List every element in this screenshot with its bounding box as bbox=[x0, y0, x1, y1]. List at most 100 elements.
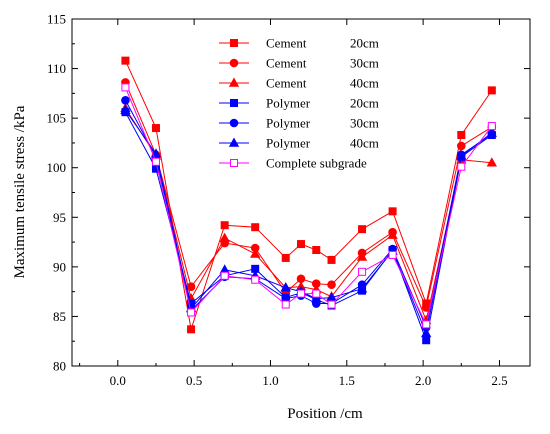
legend-marker bbox=[230, 39, 238, 47]
y-tick-label: 90 bbox=[53, 259, 66, 274]
data-point bbox=[422, 320, 431, 329]
legend-marker bbox=[228, 137, 240, 147]
data-point bbox=[312, 289, 321, 298]
y-axis-label: Maximum tensile stress /kPa bbox=[12, 105, 28, 278]
data-point bbox=[456, 150, 467, 160]
data-point bbox=[120, 104, 131, 115]
y-tick-label: 100 bbox=[47, 160, 67, 175]
series-line bbox=[125, 107, 492, 323]
data-point bbox=[280, 282, 291, 292]
data-point bbox=[220, 221, 229, 230]
data-point bbox=[251, 275, 260, 284]
plot-frame bbox=[71, 18, 531, 367]
data-point bbox=[457, 162, 466, 171]
data-point bbox=[251, 223, 260, 232]
data-point bbox=[220, 271, 229, 280]
axes: 0.0 0.5 1.0 1.5 2.0 2.5 80 85 90 95 100 105 110 115 bbox=[47, 12, 531, 388]
legend-item: Cement 30cm bbox=[219, 56, 379, 71]
data-point bbox=[358, 225, 367, 234]
x-axis-label: Position /cm bbox=[287, 406, 363, 422]
data-point bbox=[422, 336, 431, 345]
y-tick-label: 85 bbox=[53, 309, 66, 324]
data-point bbox=[487, 86, 496, 95]
legend-thickness: 40cm bbox=[350, 76, 379, 91]
x-tick-label: 1.5 bbox=[339, 373, 355, 388]
legend-item: Cement 20cm bbox=[219, 36, 379, 51]
data-point bbox=[487, 122, 496, 131]
data-point bbox=[187, 325, 196, 334]
y-tick-label: 115 bbox=[47, 12, 66, 27]
y-tick-label: 80 bbox=[53, 359, 66, 374]
data-point bbox=[250, 248, 261, 258]
data-point bbox=[151, 157, 160, 166]
legend-item: Polymer 40cm bbox=[219, 136, 379, 151]
y-tick-label: 110 bbox=[47, 61, 66, 76]
data-point bbox=[187, 308, 196, 317]
legend-marker bbox=[230, 159, 238, 167]
data-point bbox=[457, 130, 466, 139]
data-point bbox=[387, 229, 398, 239]
data-point bbox=[121, 95, 130, 105]
data-point bbox=[327, 300, 336, 309]
legend-thickness: 20cm bbox=[350, 36, 379, 51]
data-point bbox=[281, 300, 290, 309]
legend-label: Cement bbox=[266, 56, 307, 71]
series-6 bbox=[121, 83, 496, 329]
series-line bbox=[124, 82, 493, 310]
legend-label: Polymer bbox=[266, 116, 311, 131]
y-tick-label: 95 bbox=[53, 210, 66, 225]
data-point bbox=[486, 127, 497, 137]
x-tick-label: 0.5 bbox=[186, 373, 202, 388]
legend-label: Polymer bbox=[266, 136, 311, 151]
data-point bbox=[151, 124, 160, 133]
legend-thickness: 30cm bbox=[350, 56, 379, 71]
legend-label: Complete subgrade bbox=[266, 156, 367, 171]
legend-thickness: 30cm bbox=[350, 116, 379, 131]
legend-thickness: 20cm bbox=[350, 96, 379, 111]
data-point bbox=[311, 293, 322, 303]
data-point bbox=[327, 255, 336, 264]
data-point bbox=[327, 280, 336, 290]
data-point bbox=[297, 240, 305, 249]
series-line bbox=[124, 60, 493, 330]
data-point bbox=[219, 232, 230, 242]
data-point bbox=[356, 251, 368, 261]
data-point bbox=[486, 157, 497, 167]
series-layer bbox=[120, 56, 497, 345]
series-0 bbox=[121, 56, 496, 334]
data-point bbox=[388, 250, 397, 259]
legend-marker bbox=[230, 99, 238, 107]
legend-label: Cement bbox=[266, 76, 307, 91]
legend-marker bbox=[229, 118, 239, 128]
legend-item: Complete subgrade bbox=[219, 156, 367, 171]
data-point bbox=[421, 327, 432, 338]
y-tick-label: 105 bbox=[47, 111, 67, 126]
data-point bbox=[388, 207, 397, 216]
x-tick-label: 1.0 bbox=[262, 373, 278, 388]
data-point bbox=[457, 141, 466, 151]
series-1 bbox=[121, 78, 497, 312]
legend-marker bbox=[228, 77, 240, 87]
series-line bbox=[124, 87, 493, 326]
data-point bbox=[121, 56, 130, 65]
legend: Cement 20cm Cement 30cm Cement 40cm Polymer 20c… bbox=[219, 36, 379, 171]
data-point bbox=[281, 253, 290, 262]
data-point bbox=[358, 267, 367, 276]
data-point bbox=[356, 283, 368, 293]
legend-item: Polymer 20cm bbox=[219, 96, 379, 111]
legend-thickness: 40cm bbox=[350, 136, 379, 151]
data-point bbox=[150, 148, 162, 158]
legend-label: Polymer bbox=[266, 96, 311, 111]
data-point bbox=[312, 246, 321, 255]
series-line bbox=[125, 109, 493, 336]
legend-marker bbox=[229, 58, 239, 68]
series-line bbox=[124, 100, 493, 330]
x-tick-label: 2.0 bbox=[415, 373, 431, 388]
data-point bbox=[186, 282, 196, 291]
series-line bbox=[124, 111, 493, 343]
x-tick-label: 2.5 bbox=[491, 373, 507, 388]
legend-label: Cement bbox=[266, 36, 307, 51]
data-point bbox=[121, 83, 130, 92]
